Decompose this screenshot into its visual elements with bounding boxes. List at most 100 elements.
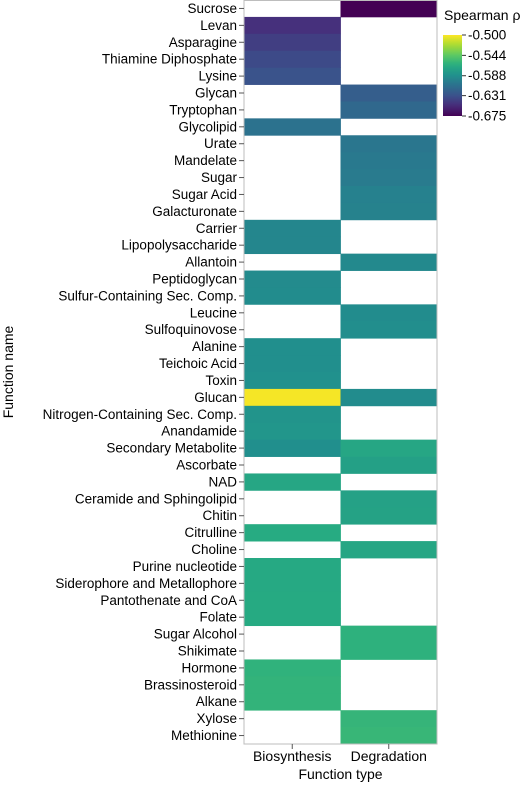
heatmap-cell: [244, 219, 341, 238]
row-label: Ascorbate: [176, 458, 237, 473]
heatmap-cell: [244, 422, 341, 441]
heatmap-cell: [340, 456, 438, 474]
heatmap-cell: [244, 372, 341, 390]
heatmap-cell: [340, 507, 438, 525]
heatmap-cell: [244, 33, 341, 52]
row-label: Levan: [200, 18, 237, 33]
row-label: Alanine: [192, 339, 237, 354]
heatmap-cell: [340, 321, 438, 339]
colorbar-tick-label: -0.588: [468, 68, 506, 83]
heatmap-cell: [340, 710, 438, 728]
heatmap-cell: [244, 558, 341, 576]
row-label: Choline: [191, 542, 237, 557]
heatmap-cell: [340, 135, 438, 153]
heatmap-cell: [244, 270, 341, 288]
heatmap-cell: [340, 202, 438, 221]
row-label: Glycan: [195, 86, 237, 101]
heatmap-cell: [244, 676, 341, 694]
colorbar-tick-label: -0.544: [468, 48, 507, 63]
row-label: Anandamide: [161, 424, 237, 439]
row-label: Sugar: [201, 170, 238, 185]
row-label: Xylose: [196, 711, 237, 726]
heatmap-cell: [244, 439, 341, 457]
column-labels: Biosynthesis Degradation: [253, 744, 427, 764]
heatmap-cell: [340, 101, 438, 119]
heatmap-cell: [244, 16, 341, 35]
row-label: Alkane: [196, 694, 237, 709]
row-label: Nitrogen-Containing Sec. Comp.: [43, 407, 237, 422]
row-label: NAD: [208, 474, 237, 489]
column-label: Biosynthesis: [253, 748, 332, 764]
heatmap-cell: [244, 659, 341, 677]
column-label: Degradation: [351, 748, 427, 764]
row-label: Lysine: [198, 69, 237, 84]
colorbar-tick-label: -0.631: [468, 88, 506, 103]
row-label: Ceramide and Sphingolipid: [75, 491, 237, 506]
row-label: Chitin: [202, 508, 237, 523]
heatmap-cells: [244, 0, 438, 745]
row-label: Secondary Metabolite: [106, 441, 237, 456]
plot-border: [243, 0, 438, 745]
row-label: Glucan: [194, 390, 237, 405]
heatmap-cell: [340, 388, 438, 407]
row-label: Pantothenate and CoA: [100, 593, 237, 608]
row-label: Thiamine Diphosphate: [102, 52, 237, 67]
heatmap-cell: [340, 625, 438, 643]
heatmap-cell: [340, 727, 438, 745]
row-label: Peptidoglycan: [152, 272, 237, 287]
row-label: Methionine: [171, 728, 237, 743]
heatmap-cell: [244, 287, 341, 305]
heatmap-cell: [244, 574, 341, 593]
heatmap-cell: [244, 236, 341, 255]
heatmap-cell: [244, 473, 341, 491]
row-label: Glycolipid: [178, 119, 237, 134]
row-label: Shikimate: [178, 644, 237, 659]
heatmap-cell: [340, 490, 438, 508]
y-axis-title: Function name: [0, 325, 16, 418]
row-label: Lipopolysaccharide: [121, 238, 237, 253]
row-label: Sucrose: [187, 1, 237, 16]
row-label: Toxin: [205, 373, 237, 388]
heatmap-cell: [244, 50, 341, 69]
row-label: Sugar Alcohol: [154, 627, 237, 642]
heatmap-cell: [244, 405, 341, 424]
row-labels: Sucrose Levan Asparagine Thiamine Diphospha…: [43, 1, 244, 743]
heatmap-cell: [340, 0, 438, 18]
row-label: Urate: [204, 136, 237, 151]
row-label: Teichoic Acid: [159, 356, 237, 371]
heatmap-cell: [244, 693, 341, 711]
x-axis-title: Function type: [298, 766, 382, 782]
heatmap-cell: [244, 67, 341, 85]
row-label: Leucine: [190, 305, 237, 320]
heatmap-cell: [340, 169, 438, 187]
colorbar-tick-label: -0.500: [468, 28, 506, 43]
row-label: Hormone: [181, 660, 237, 675]
colorbar-tick-label: -0.675: [468, 109, 506, 124]
row-label: Mandelate: [174, 153, 237, 168]
heatmap-cell: [340, 152, 438, 170]
colorbar-title: Spearman ρ: [444, 7, 520, 23]
row-label: Galacturonate: [152, 204, 237, 219]
heatmap-cell: [340, 642, 438, 660]
row-label: Purine nucleotide: [133, 559, 237, 574]
heatmap-cell: [340, 186, 438, 204]
row-label: Allantoin: [185, 255, 237, 270]
heatmap-cell: [340, 304, 438, 322]
heatmap-cell: [244, 118, 341, 136]
row-label: Sugar Acid: [172, 187, 237, 202]
row-label: Sulfur-Containing Sec. Comp.: [58, 288, 237, 303]
heatmap-cell: [244, 524, 341, 542]
heatmap-cell: [244, 591, 341, 610]
row-label: Brassinosteroid: [144, 677, 237, 692]
row-label: Siderophore and Metallophore: [55, 576, 237, 591]
colorbar: [443, 35, 462, 116]
heatmap-cell: [340, 84, 438, 102]
heatmap-cell: [244, 388, 341, 407]
row-label: Carrier: [196, 221, 238, 236]
heatmap-cell: [340, 439, 438, 457]
heatmap-cell: [340, 253, 438, 271]
heatmap-cell: [244, 355, 341, 373]
row-label: Folate: [199, 610, 237, 625]
row-label: Sulfoquinovose: [145, 322, 237, 337]
